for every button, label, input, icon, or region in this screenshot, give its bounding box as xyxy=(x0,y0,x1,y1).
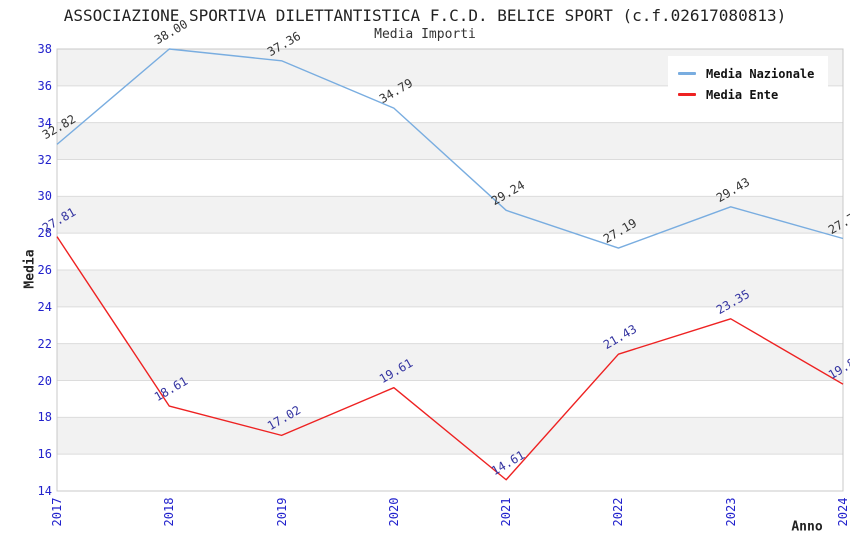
x-tick-label: 2024 xyxy=(836,497,850,527)
chart-subtitle: Media Importi xyxy=(374,27,476,42)
x-tick-label: 2020 xyxy=(386,497,401,527)
band xyxy=(57,122,843,160)
y-axis-title: Media xyxy=(22,249,38,289)
band xyxy=(57,417,843,455)
y-tick-label: 28 xyxy=(37,226,52,241)
y-tick-label: 36 xyxy=(37,78,52,93)
x-tick-label: 2023 xyxy=(723,497,738,527)
series-line-ente xyxy=(56,236,844,481)
y-tick-label: 26 xyxy=(37,263,52,277)
x-tick-label: 2019 xyxy=(274,497,289,527)
y-tick-label: 16 xyxy=(37,447,52,462)
legend-line-swatch xyxy=(678,72,696,75)
x-tick-label: 2021 xyxy=(499,497,514,527)
y-tick-label: 18 xyxy=(37,410,52,425)
y-tick-label: 32 xyxy=(37,152,52,167)
y-tick-label: 20 xyxy=(37,373,52,388)
legend-label: Media Ente xyxy=(706,87,779,102)
y-tick-label: 24 xyxy=(37,299,52,314)
plot-border xyxy=(56,48,844,492)
legend-label: Media Nazionale xyxy=(706,66,815,81)
legend-item: Media Ente xyxy=(678,84,814,105)
legend: Media Nazionale Media Ente xyxy=(668,56,829,112)
y-tick-label: 14 xyxy=(37,484,52,498)
x-axis-title: Anno xyxy=(791,519,823,535)
y-tick-label: 30 xyxy=(37,189,52,204)
legend-item: Media Nazionale xyxy=(678,63,814,84)
legend-line-swatch xyxy=(678,93,696,96)
series-line-nazionale xyxy=(56,48,844,249)
y-tick-label: 38 xyxy=(37,42,52,56)
x-tick-label: 2018 xyxy=(162,497,177,527)
chart-title: ASSOCIAZIONE SPORTIVA DILETTANTISTICA F.… xyxy=(63,6,787,25)
y-tick-label: 34 xyxy=(37,115,52,130)
band xyxy=(57,343,843,381)
band xyxy=(57,196,843,234)
x-tick-label: 2017 xyxy=(50,497,64,527)
y-tick-label: 22 xyxy=(37,336,52,351)
band xyxy=(57,270,843,307)
x-tick-label: 2022 xyxy=(611,497,626,527)
